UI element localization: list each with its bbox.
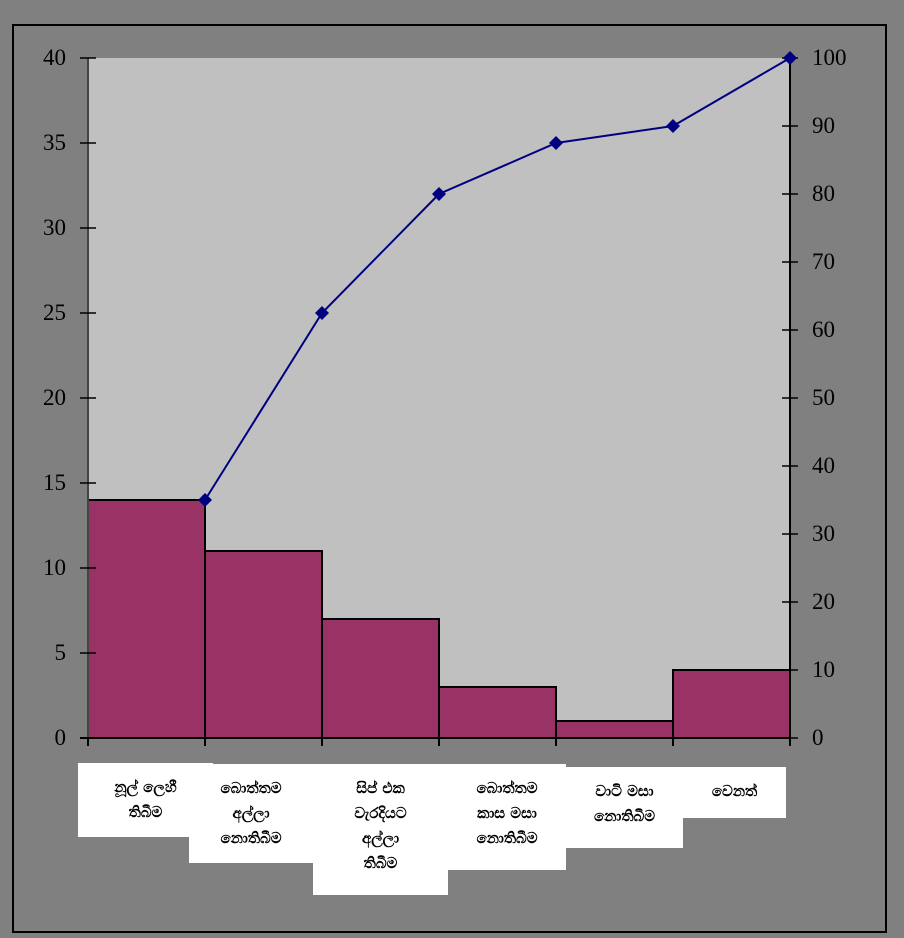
category-label-line: නොතිබීම: [476, 829, 538, 847]
category-label-line: බොත්තම: [476, 779, 538, 797]
category-label-line: අල්ලා: [232, 804, 270, 822]
right-tick-label: 30: [812, 521, 835, 546]
bar: [555, 720, 674, 739]
right-tick-label: 70: [812, 249, 835, 274]
diamond-marker-icon: [666, 119, 680, 133]
category-label: වාටි මසා නොතිබීම: [566, 767, 683, 848]
bar: [204, 550, 323, 739]
bar: [321, 618, 440, 739]
category-label: බොත්තම කාස මසා නොතිබීම: [448, 764, 566, 870]
left-tick-label: 5: [54, 640, 67, 665]
bar: [672, 669, 791, 739]
right-tick-label: 10: [812, 657, 835, 682]
left-tick-label: 35: [43, 130, 66, 155]
category-label: බොත්තම අල්ලා නොතිබීම: [189, 764, 313, 863]
right-tick-label: 50: [812, 385, 835, 410]
right-tick-label: 90: [812, 113, 835, 138]
left-tick-label: 0: [54, 725, 67, 750]
right-tick-label: 60: [812, 317, 835, 342]
category-label-line: බොත්තම: [220, 779, 282, 797]
left-tick-label: 25: [43, 300, 66, 325]
category-label-line: තිබීම: [128, 803, 163, 821]
right-tick-label: 0: [812, 725, 824, 750]
category-label-line: වෙනත්: [711, 782, 758, 800]
left-tick-label: 40: [43, 45, 66, 70]
chart-frame: [12, 24, 887, 933]
diamond-marker-icon: [432, 187, 446, 201]
category-label-line: නූල් ලෙහී: [114, 778, 177, 796]
diamond-marker-icon: [549, 136, 563, 150]
bar: [438, 686, 557, 739]
category-label-line: තිබීම: [363, 854, 398, 872]
left-tick-label: 20: [43, 385, 66, 410]
category-label: වෙනත්: [683, 767, 786, 818]
bar: [87, 499, 206, 739]
right-tick-label: 40: [812, 453, 835, 478]
left-tick-label: 30: [43, 215, 66, 240]
left-tick-label: 15: [43, 470, 66, 495]
right-tick-label: 100: [812, 45, 847, 70]
right-tick-label: 80: [812, 181, 835, 206]
diamond-marker-icon: [198, 493, 212, 507]
left-tick-label: 10: [43, 555, 66, 580]
category-label-line: වැරදියට: [354, 804, 407, 822]
category-label-line: අල්ලා: [361, 829, 400, 847]
category-label-line: නොතිබීම: [593, 807, 656, 825]
category-label-line: කාස මසා: [477, 804, 537, 822]
diamond-marker-icon: [783, 51, 797, 65]
cumulative-line: [204, 57, 791, 501]
category-label: සිප් එක වැරදියට අල්ලා තිබීම: [313, 764, 448, 895]
category-label-line: වාටි මසා: [595, 782, 654, 800]
diamond-marker-icon: [315, 306, 329, 320]
right-tick-label: 20: [812, 589, 835, 614]
category-label-line: සිප් එක: [356, 779, 405, 797]
category-label-line: නොතිබීම: [220, 829, 282, 847]
